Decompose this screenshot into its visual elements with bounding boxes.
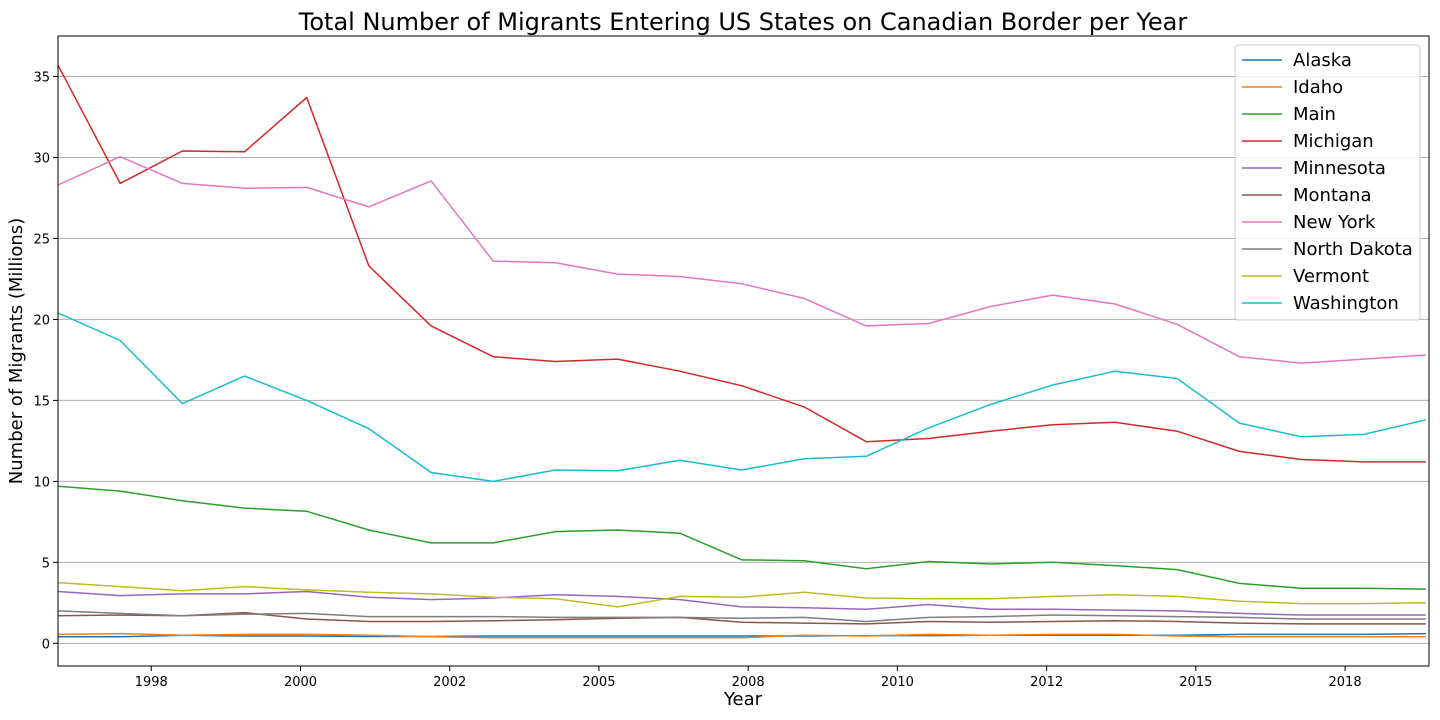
x-tick-label: 1998: [135, 675, 168, 690]
legend-label-montana: Montana: [1293, 185, 1371, 206]
x-axis-title: Year: [723, 689, 763, 710]
legend-label-washington: Washington: [1293, 293, 1399, 314]
y-tick-label: 20: [33, 313, 50, 328]
y-tick-label: 0: [42, 637, 50, 652]
gridlines: [58, 75, 1429, 644]
legend-label-minnesota: Minnesota: [1293, 158, 1386, 179]
y-tick-label: 25: [33, 232, 50, 247]
series-line-michigan: [57, 64, 1426, 463]
x-tick-label: 2012: [1030, 675, 1063, 690]
legend-label-new-york: New York: [1293, 212, 1376, 233]
series-line-vermont: [57, 581, 1426, 608]
chart-title: Total Number of Migrants Entering US Sta…: [298, 8, 1188, 36]
series-line-alaska: [58, 632, 1426, 638]
legend-label-vermont: Vermont: [1293, 266, 1369, 287]
series-line-north-dakota: [57, 610, 1426, 623]
x-tick-label: 2000: [284, 675, 317, 690]
plot-frame: [57, 35, 1430, 667]
y-tick-label: 15: [33, 394, 50, 409]
legend: Alaska Idaho Main Michigan Minnesota Montana N…: [1234, 44, 1421, 321]
legend-label-idaho: Idaho: [1293, 77, 1343, 98]
legend-label-alaska: Alaska: [1293, 50, 1352, 71]
legend-label-michigan: Michigan: [1293, 131, 1374, 152]
y-axis-title: Number of Migrants (Millions): [6, 218, 27, 484]
x-tick-label: 2008: [732, 675, 765, 690]
series-line-montana: [57, 611, 1426, 625]
y-tick-label: 5: [42, 556, 50, 571]
x-tick-label: 2002: [433, 675, 466, 690]
x-tick-label: 2018: [1329, 675, 1362, 690]
legend-label-main: Main: [1293, 104, 1336, 125]
legend-label-north-dakota: North Dakota: [1293, 239, 1413, 260]
series-line-main: [57, 485, 1426, 590]
series-lines: [57, 64, 1427, 639]
series-line-new-york: [57, 155, 1426, 364]
x-tick-label: 2015: [1179, 675, 1212, 690]
series-line-minnesota: [57, 590, 1426, 616]
y-tick-label: 30: [33, 151, 50, 166]
y-tick-label: 10: [33, 475, 50, 490]
x-tick-label: 2005: [582, 675, 615, 690]
y-tick-label: 35: [33, 70, 50, 85]
axis-ticks: 0 5 10 15 20 25 30 35 1998 2000 2002 2005 2008 2010 20…: [33, 70, 1361, 690]
x-tick-label: 2010: [881, 675, 914, 690]
series-line-washington: [57, 312, 1427, 483]
series-line-idaho: [57, 632, 1426, 639]
